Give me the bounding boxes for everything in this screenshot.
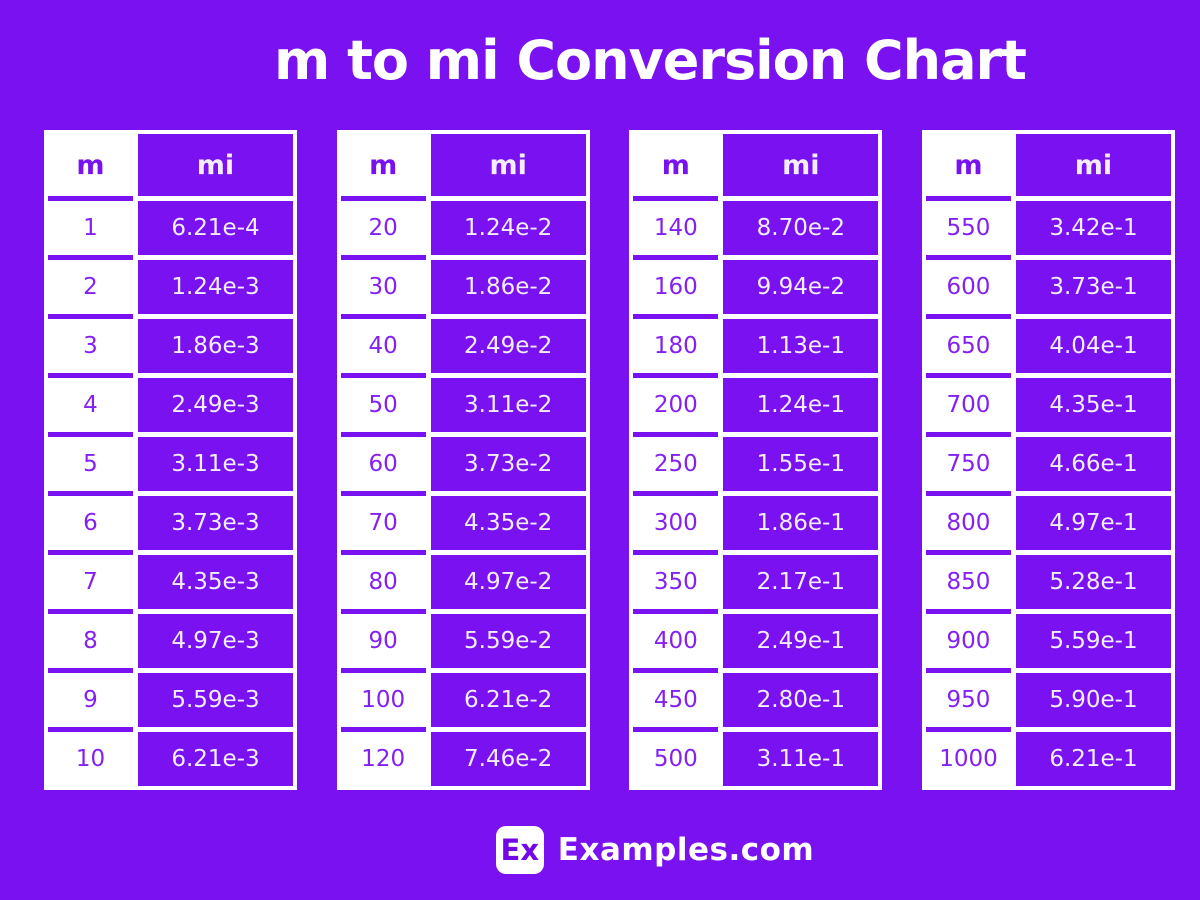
- m-value-cell: 900: [925, 609, 1011, 669]
- conversion-table: m mi 140 8.70e-2 160 9.94e-2 180 1.13e-1 200 1.24…: [629, 130, 883, 791]
- m-value-cell: 9: [48, 668, 133, 728]
- m-value-cell: 100: [340, 668, 426, 728]
- mi-value-cell: 9.94e-2: [718, 255, 879, 315]
- m-value-cell: 40: [340, 314, 426, 374]
- m-value-cell: 800: [925, 491, 1011, 551]
- mi-value-cell: 2.49e-1: [718, 609, 879, 669]
- mi-header-cell: mi: [1010, 134, 1171, 197]
- mi-value-cell: 4.66e-1: [1010, 432, 1171, 492]
- m-value-cell: 350: [633, 550, 719, 610]
- mi-header-cell: mi: [133, 134, 293, 197]
- mi-value-cell: 6.21e-3: [133, 727, 293, 787]
- m-value-cell: 120: [340, 727, 426, 787]
- mi-value-cell: 1.86e-3: [133, 314, 293, 374]
- m-value-cell: 650: [925, 314, 1011, 374]
- m-value-cell: 10: [48, 727, 133, 787]
- m-value-cell: 200: [633, 373, 719, 433]
- brand-name: Examples.com: [557, 832, 815, 869]
- mi-value-cell: 2.17e-1: [718, 550, 879, 610]
- m-value-cell: 950: [925, 668, 1011, 728]
- mi-value-cell: 1.86e-2: [425, 255, 586, 315]
- m-value-cell: 850: [925, 550, 1011, 610]
- mi-value-cell: 4.35e-2: [425, 491, 586, 551]
- mi-value-cell: 4.35e-1: [1010, 373, 1171, 433]
- mi-header-cell: mi: [425, 134, 586, 197]
- m-value-cell: 140: [633, 196, 719, 256]
- mi-value-cell: 1.86e-1: [718, 491, 879, 551]
- mi-value-cell: 3.11e-2: [425, 373, 586, 433]
- mi-value-cell: 3.42e-1: [1010, 196, 1171, 256]
- mi-value-cell: 2.80e-1: [718, 668, 879, 728]
- mi-value-cell: 3.73e-3: [133, 491, 293, 551]
- mi-value-cell: 8.70e-2: [718, 196, 879, 256]
- m-value-cell: 60: [340, 432, 426, 492]
- m-value-cell: 550: [925, 196, 1011, 256]
- page: { "title": "m to mi Conversion Chart", "…: [0, 29, 1200, 900]
- mi-value-cell: 5.28e-1: [1010, 550, 1171, 610]
- m-header-cell: m: [48, 134, 133, 197]
- mi-value-cell: 3.73e-2: [425, 432, 586, 492]
- mi-value-cell: 1.24e-1: [718, 373, 879, 433]
- m-value-cell: 80: [340, 550, 426, 610]
- m-header-cell: m: [925, 134, 1011, 197]
- m-value-cell: 20: [340, 196, 426, 256]
- mi-value-cell: 5.59e-3: [133, 668, 293, 728]
- tables-row: m mi 1 6.21e-4 2 1.24e-3 3 1.86e-3 4 2.49e-3 5 3.11…: [0, 130, 1200, 791]
- mi-value-cell: 4.97e-1: [1010, 491, 1171, 551]
- m-value-cell: 3: [48, 314, 133, 374]
- m-value-cell: 250: [633, 432, 719, 492]
- mi-value-cell: 5.59e-2: [425, 609, 586, 669]
- mi-value-cell: 4.97e-3: [133, 609, 293, 669]
- mi-value-cell: 5.59e-1: [1010, 609, 1171, 669]
- footer: Ex Examples.com: [0, 826, 1200, 875]
- mi-value-cell: 2.49e-2: [425, 314, 586, 374]
- m-value-cell: 160: [633, 255, 719, 315]
- mi-value-cell: 6.21e-2: [425, 668, 586, 728]
- m-value-cell: 300: [633, 491, 719, 551]
- m-value-cell: 30: [340, 255, 426, 315]
- m-value-cell: 2: [48, 255, 133, 315]
- mi-value-cell: 1.24e-2: [425, 196, 586, 256]
- m-header-cell: m: [633, 134, 719, 197]
- conversion-table: m mi 20 1.24e-2 30 1.86e-2 40 2.49e-2 50 3.11e-2 6…: [336, 130, 590, 791]
- mi-value-cell: 3.73e-1: [1010, 255, 1171, 315]
- m-value-cell: 500: [633, 727, 719, 787]
- m-header-cell: m: [340, 134, 426, 197]
- mi-value-cell: 6.21e-1: [1010, 727, 1171, 787]
- m-value-cell: 8: [48, 609, 133, 669]
- examples-logo-icon: Ex: [495, 826, 544, 875]
- m-value-cell: 6: [48, 491, 133, 551]
- m-value-cell: 400: [633, 609, 719, 669]
- mi-value-cell: 4.04e-1: [1010, 314, 1171, 374]
- page-title: m to mi Conversion Chart: [274, 29, 1027, 92]
- m-value-cell: 450: [633, 668, 719, 728]
- mi-value-cell: 3.11e-3: [133, 432, 293, 492]
- m-value-cell: 700: [925, 373, 1011, 433]
- mi-value-cell: 2.49e-3: [133, 373, 293, 433]
- mi-value-cell: 5.90e-1: [1010, 668, 1171, 728]
- m-value-cell: 600: [925, 255, 1011, 315]
- m-value-cell: 70: [340, 491, 426, 551]
- m-value-cell: 4: [48, 373, 133, 433]
- m-value-cell: 5: [48, 432, 133, 492]
- mi-value-cell: 4.97e-2: [425, 550, 586, 610]
- m-value-cell: 750: [925, 432, 1011, 492]
- conversion-table: m mi 1 6.21e-4 2 1.24e-3 3 1.86e-3 4 2.49e-3 5 3.11…: [44, 130, 297, 791]
- mi-header-cell: mi: [718, 134, 879, 197]
- m-value-cell: 50: [340, 373, 426, 433]
- mi-value-cell: 3.11e-1: [718, 727, 879, 787]
- m-value-cell: 1: [48, 196, 133, 256]
- mi-value-cell: 4.35e-3: [133, 550, 293, 610]
- m-value-cell: 180: [633, 314, 719, 374]
- m-value-cell: 7: [48, 550, 133, 610]
- m-value-cell: 90: [340, 609, 426, 669]
- conversion-table: m mi 550 3.42e-1 600 3.73e-1 650 4.04e-1 700 4.35…: [921, 130, 1175, 791]
- mi-value-cell: 7.46e-2: [425, 727, 586, 787]
- mi-value-cell: 6.21e-4: [133, 196, 293, 256]
- mi-value-cell: 1.24e-3: [133, 255, 293, 315]
- m-value-cell: 1000: [925, 727, 1011, 787]
- mi-value-cell: 1.55e-1: [718, 432, 879, 492]
- mi-value-cell: 1.13e-1: [718, 314, 879, 374]
